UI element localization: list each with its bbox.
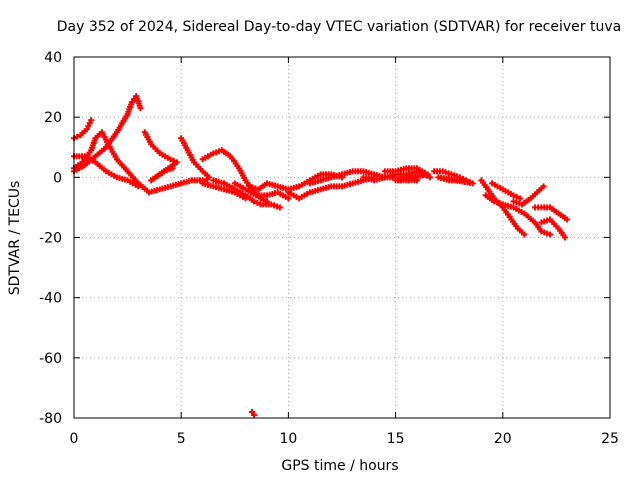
- data-point: [88, 117, 95, 124]
- y-tick-label: 0: [53, 170, 62, 186]
- series-arc-22: [538, 216, 568, 241]
- data-point: [414, 177, 421, 184]
- data-point: [510, 192, 517, 199]
- series-arc-15: [381, 165, 431, 184]
- data-point: [169, 165, 176, 172]
- series-arc-4: [71, 129, 185, 196]
- series-arc-16: [431, 168, 476, 187]
- x-tick-label: 15: [387, 431, 405, 447]
- data-point: [170, 157, 177, 164]
- x-tick-label: 10: [279, 431, 297, 447]
- data-point: [564, 216, 571, 223]
- x-tick-label: 25: [601, 431, 619, 447]
- data-point: [561, 234, 568, 241]
- series-arc-9: [210, 177, 283, 211]
- data-point: [263, 198, 270, 205]
- data-point: [521, 231, 528, 238]
- data-point: [516, 195, 523, 202]
- x-axis-label: GPS time / hours: [281, 458, 398, 474]
- x-tick-label: 20: [494, 431, 512, 447]
- series-arc-18: [489, 180, 523, 202]
- data-point: [285, 195, 292, 202]
- y-tick-label: -80: [39, 411, 62, 427]
- series-arc-7: [178, 177, 206, 187]
- y-tick-label: -60: [39, 351, 62, 367]
- series-arc-19: [482, 192, 553, 238]
- series-outlier: [248, 408, 258, 418]
- series-arc-1: [71, 117, 95, 142]
- chart-title: Day 352 of 2024, Sidereal Day-to-day VTE…: [57, 19, 621, 35]
- y-tick-label: 40: [44, 50, 62, 66]
- data-points: [71, 93, 571, 418]
- data-point: [74, 133, 81, 140]
- data-point: [86, 120, 93, 127]
- data-point: [137, 105, 144, 112]
- data-point: [85, 123, 92, 130]
- y-tick-label: -20: [39, 231, 62, 247]
- data-point: [199, 177, 206, 184]
- data-point: [251, 198, 258, 205]
- data-point: [513, 193, 520, 200]
- series-arc-20: [510, 183, 547, 208]
- data-point: [128, 99, 135, 106]
- data-point: [540, 183, 547, 190]
- axes: [73, 56, 611, 419]
- x-tick-label: 0: [70, 431, 79, 447]
- series-arc-5: [141, 129, 180, 184]
- series-arc-10: [231, 180, 292, 202]
- data-point: [167, 156, 174, 163]
- y-axis-label: SDTVAR / TECUs: [7, 181, 23, 296]
- x-tick-label: 5: [177, 431, 186, 447]
- series-arc-21: [531, 204, 571, 223]
- data-point: [456, 177, 463, 184]
- series-arc-11: [246, 171, 345, 193]
- data-point: [248, 408, 255, 415]
- data-point: [276, 204, 283, 211]
- data-point: [546, 231, 553, 238]
- data-point: [254, 199, 261, 206]
- y-tick-label: 20: [44, 110, 62, 126]
- data-point: [426, 174, 433, 181]
- data-point: [257, 195, 264, 202]
- data-point: [83, 126, 90, 133]
- y-tick-label: -40: [39, 291, 62, 307]
- tick-labels: 0 5 10 15 20 25 40 20 0 -20 -40 -60 -80: [39, 50, 619, 447]
- data-point: [251, 411, 258, 418]
